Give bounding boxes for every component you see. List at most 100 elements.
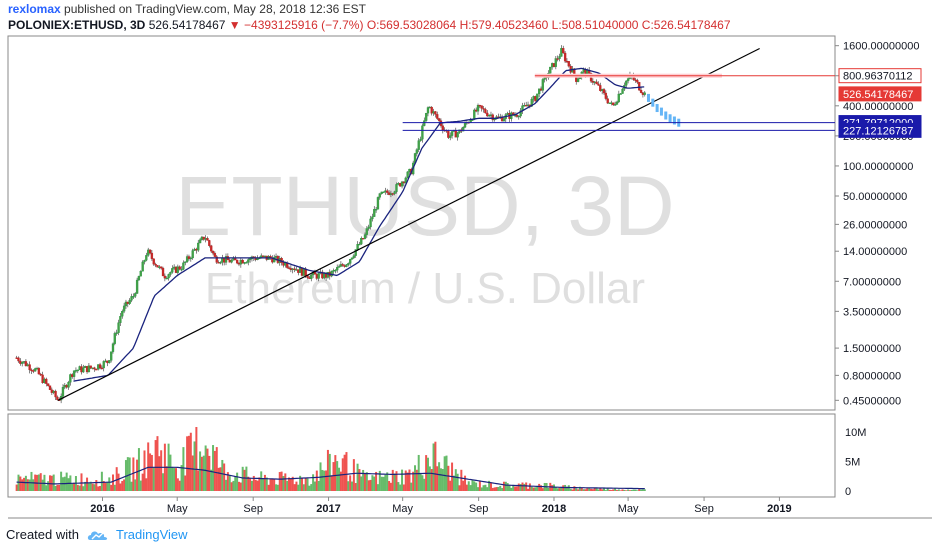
volume-bar xyxy=(527,488,530,491)
volume-bar xyxy=(56,484,59,491)
candle-body xyxy=(37,368,41,375)
volume-bar xyxy=(434,441,437,491)
candle-body xyxy=(84,366,87,368)
volume-bar xyxy=(24,475,27,491)
volume-bar xyxy=(525,482,528,491)
volume-bar xyxy=(291,476,294,491)
volume-bar xyxy=(315,470,318,491)
candle-body xyxy=(636,80,639,83)
created-with-text: Created with xyxy=(6,527,79,542)
volume-bar xyxy=(239,482,242,491)
candle-body xyxy=(308,277,311,279)
volume-bar xyxy=(191,455,194,491)
volume-bar xyxy=(32,479,35,491)
volume-bar xyxy=(393,473,396,491)
candle-body xyxy=(41,374,44,384)
volume-bar xyxy=(478,480,481,491)
time-tick-label: 2019 xyxy=(767,503,791,515)
volume-bar xyxy=(67,478,70,491)
volume-bar xyxy=(26,479,29,491)
candle-body xyxy=(602,89,606,94)
drawings[interactable] xyxy=(57,47,835,401)
candle-body xyxy=(341,264,344,266)
candle-body xyxy=(147,249,150,256)
candle-body xyxy=(415,149,419,154)
volume-bar xyxy=(100,471,103,491)
volume-bar xyxy=(104,482,107,491)
candle-body xyxy=(491,114,494,121)
candle-body xyxy=(198,239,202,244)
volume-bar xyxy=(415,469,418,491)
volume-bar xyxy=(212,445,215,491)
volume-bar xyxy=(499,485,502,491)
volume-bar xyxy=(399,484,402,491)
candle-body xyxy=(160,266,163,269)
candle-body xyxy=(102,361,105,369)
candle-body xyxy=(187,256,191,259)
volume-bar xyxy=(491,487,494,491)
volume-bar xyxy=(556,488,559,491)
volume-bar xyxy=(447,465,450,491)
candle-body xyxy=(130,296,133,301)
published-text: published on TradingView.com, May 28, 20… xyxy=(64,2,367,16)
candle-body xyxy=(208,240,211,246)
candle-body xyxy=(489,114,493,116)
volume-bar xyxy=(382,476,385,491)
volume-bar xyxy=(178,480,181,491)
candle-body xyxy=(171,268,174,273)
price-tick-label: 50.00000000 xyxy=(843,191,907,203)
candle-body xyxy=(387,192,391,195)
candle-body xyxy=(463,122,467,128)
candle-body xyxy=(625,80,628,86)
candle-body xyxy=(373,209,376,217)
volume-bar xyxy=(460,469,463,491)
candle-body xyxy=(126,301,129,304)
volume-bar xyxy=(252,475,255,491)
volume-bar xyxy=(141,473,144,491)
watermark: ETHUSD, 3D Ethereum / U.S. Dollar xyxy=(175,159,674,313)
tradingview-link[interactable]: TradingView xyxy=(116,527,188,542)
candle-body xyxy=(121,311,124,317)
candle-body xyxy=(634,79,637,81)
volume-bar xyxy=(117,473,120,491)
volume-bar xyxy=(567,485,570,491)
volume-bar xyxy=(202,455,205,491)
volume-bar xyxy=(39,473,42,491)
volume-bar xyxy=(501,487,504,491)
volume-bar xyxy=(110,484,113,491)
volume-bar xyxy=(438,462,441,491)
price-tick-label: 0.80000000 xyxy=(843,370,901,382)
candle-body xyxy=(419,138,422,141)
author-name[interactable]: rexlomax xyxy=(8,2,61,16)
candle-body xyxy=(185,256,189,262)
volume-bar xyxy=(593,488,596,491)
volume-bar xyxy=(521,482,524,491)
volume-bar xyxy=(276,484,279,491)
volume-bar xyxy=(426,457,429,491)
last-price: 526.54178467 xyxy=(148,18,226,32)
volume-bar xyxy=(408,469,411,491)
volume-bar xyxy=(458,485,461,491)
trendline[interactable] xyxy=(57,47,760,401)
price-change: −4393125916 (−7.7%) xyxy=(244,18,364,32)
candle-body xyxy=(423,120,426,126)
volume-bar xyxy=(132,457,135,491)
volume-bar xyxy=(263,474,266,491)
candle-body xyxy=(174,266,178,273)
volume-bar xyxy=(517,483,520,491)
candle-body xyxy=(172,266,176,269)
volume-bar xyxy=(173,468,176,491)
volume-bar xyxy=(193,441,196,491)
candle-body xyxy=(358,243,361,246)
volume-bar xyxy=(156,436,159,491)
candle-body xyxy=(76,369,79,372)
projection-bar xyxy=(672,116,676,125)
axes: 1600.00000000800.00000000400.00000000200… xyxy=(90,41,922,515)
candle-body xyxy=(332,270,335,272)
volume-bar xyxy=(219,467,222,491)
volume-bar xyxy=(84,481,87,491)
candle-body xyxy=(32,370,35,372)
candle-body xyxy=(363,234,367,239)
candle-body xyxy=(323,273,326,279)
